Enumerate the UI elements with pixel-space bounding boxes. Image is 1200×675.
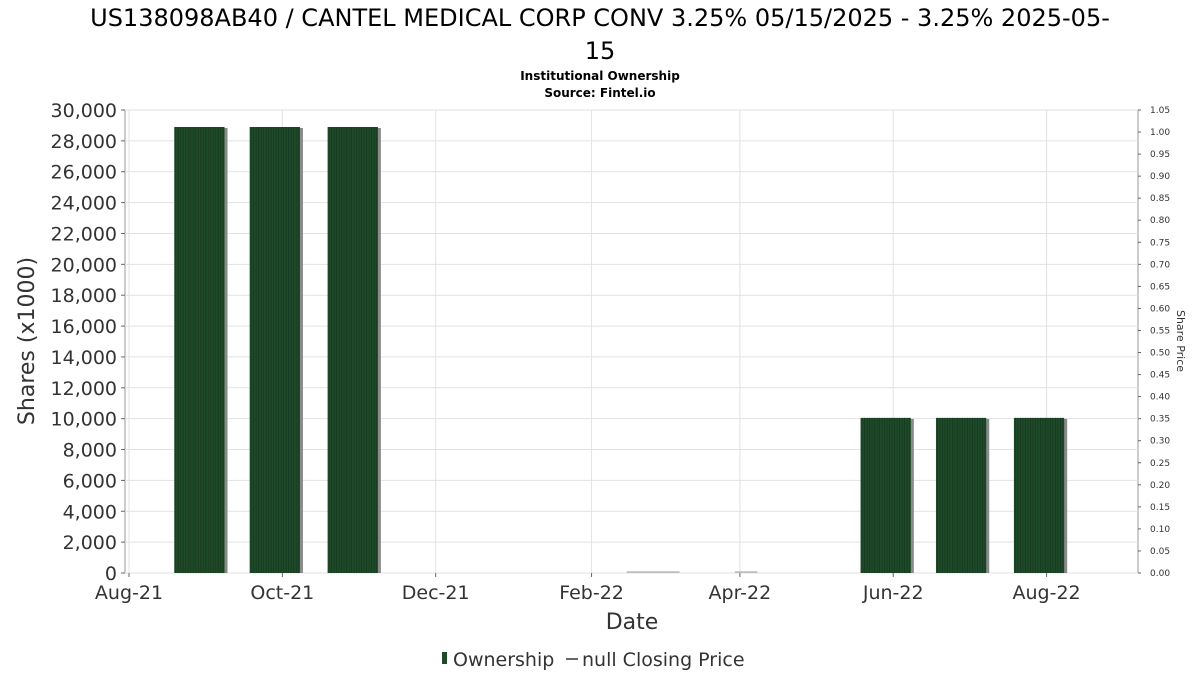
y-tick-label: 12,000 xyxy=(51,378,117,400)
y-tick-label: 28,000 xyxy=(51,131,117,153)
y2-tick-label: 0.60 xyxy=(1150,304,1170,314)
y-tick-label: 2,000 xyxy=(63,532,117,554)
ownership-bar xyxy=(935,417,990,573)
x-tick-label: Oct-21 xyxy=(250,582,314,604)
y2-tick-label: 0.15 xyxy=(1150,503,1170,513)
chart-title-line2: 15 xyxy=(585,37,616,65)
y2-tick-label: 0.45 xyxy=(1150,371,1170,381)
x-tick-label: Aug-21 xyxy=(95,582,163,604)
legend: Ownership null Closing Price xyxy=(442,649,745,671)
ownership-bar xyxy=(174,126,228,573)
y2-tick-label: 0.00 xyxy=(1150,569,1170,579)
legend-ownership-label: Ownership xyxy=(453,649,554,671)
y-tick-label: 20,000 xyxy=(51,254,117,276)
y2-tick-label: 0.75 xyxy=(1150,238,1170,248)
y2-tick-label: 1.00 xyxy=(1150,128,1170,138)
x-axis-label: Date xyxy=(606,610,659,635)
y-tick-label: 0 xyxy=(105,563,117,585)
y-axis-left-ticks: 0 2,000 4,000 6,000 8,000 10,000 12,000 14,000 1… xyxy=(51,100,125,585)
x-tick-label: Dec-21 xyxy=(402,582,470,604)
y2-tick-label: 0.70 xyxy=(1150,260,1170,270)
y-axis-right-ticks: 0.00 0.05 0.10 0.15 0.20 0.25 0.30 0.35 0.40 0.45… xyxy=(1138,106,1170,579)
chart-subtitle: Institutional Ownership xyxy=(520,69,680,83)
y2-tick-label: 0.35 xyxy=(1150,415,1170,425)
x-axis-ticks: Aug-21 Oct-21 Dec-21 Feb-22 Apr-22 Jun-22 Aug-… xyxy=(95,573,1081,604)
y2-tick-label: 0.95 xyxy=(1150,150,1170,160)
ownership-bar xyxy=(860,417,914,573)
y-tick-label: 16,000 xyxy=(51,316,117,338)
y-tick-label: 10,000 xyxy=(51,409,117,431)
y-tick-label: 14,000 xyxy=(51,347,117,369)
y2-tick-label: 0.30 xyxy=(1150,437,1170,447)
y2-tick-label: 0.55 xyxy=(1150,326,1170,336)
y2-tick-label: 0.85 xyxy=(1150,194,1170,204)
legend-ownership-swatch xyxy=(442,652,447,664)
y2-tick-label: 0.80 xyxy=(1150,216,1170,226)
x-tick-label: Feb-22 xyxy=(559,582,624,604)
y-tick-label: 22,000 xyxy=(51,223,117,245)
legend-price-label: null Closing Price xyxy=(582,649,745,671)
y2-tick-label: 0.90 xyxy=(1150,172,1170,182)
y-tick-label: 24,000 xyxy=(51,193,117,215)
y2-tick-label: 0.40 xyxy=(1150,393,1170,403)
ownership-bar xyxy=(249,126,303,573)
y2-tick-label: 0.25 xyxy=(1150,459,1170,469)
y2-axis-label: Share Price xyxy=(1174,310,1187,372)
x-tick-label: Aug-22 xyxy=(1013,582,1081,604)
x-tick-label: Jun-22 xyxy=(862,582,924,604)
y-axis-label: Shares (x1000) xyxy=(15,257,40,425)
y2-tick-label: 0.50 xyxy=(1150,349,1170,359)
y2-tick-label: 0.65 xyxy=(1150,282,1170,292)
y2-tick-label: 0.20 xyxy=(1150,481,1170,491)
y-tick-label: 6,000 xyxy=(63,470,117,492)
y-tick-label: 18,000 xyxy=(51,285,117,307)
ownership-bar xyxy=(327,126,381,573)
y-tick-label: 8,000 xyxy=(63,440,117,462)
ownership-bar xyxy=(1013,417,1068,573)
y2-tick-label: 1.05 xyxy=(1150,106,1170,116)
bar-series xyxy=(174,126,1068,573)
y2-tick-label: 0.05 xyxy=(1150,547,1170,557)
chart-title-line1: US138098AB40 / CANTEL MEDICAL CORP CONV … xyxy=(90,4,1110,32)
x-tick-label: Apr-22 xyxy=(709,582,772,604)
y-tick-label: 4,000 xyxy=(63,501,117,523)
y-tick-label: 30,000 xyxy=(51,100,117,122)
chart-source: Source: Fintel.io xyxy=(544,86,655,100)
y2-tick-label: 0.10 xyxy=(1150,525,1170,535)
y-tick-label: 26,000 xyxy=(51,162,117,184)
